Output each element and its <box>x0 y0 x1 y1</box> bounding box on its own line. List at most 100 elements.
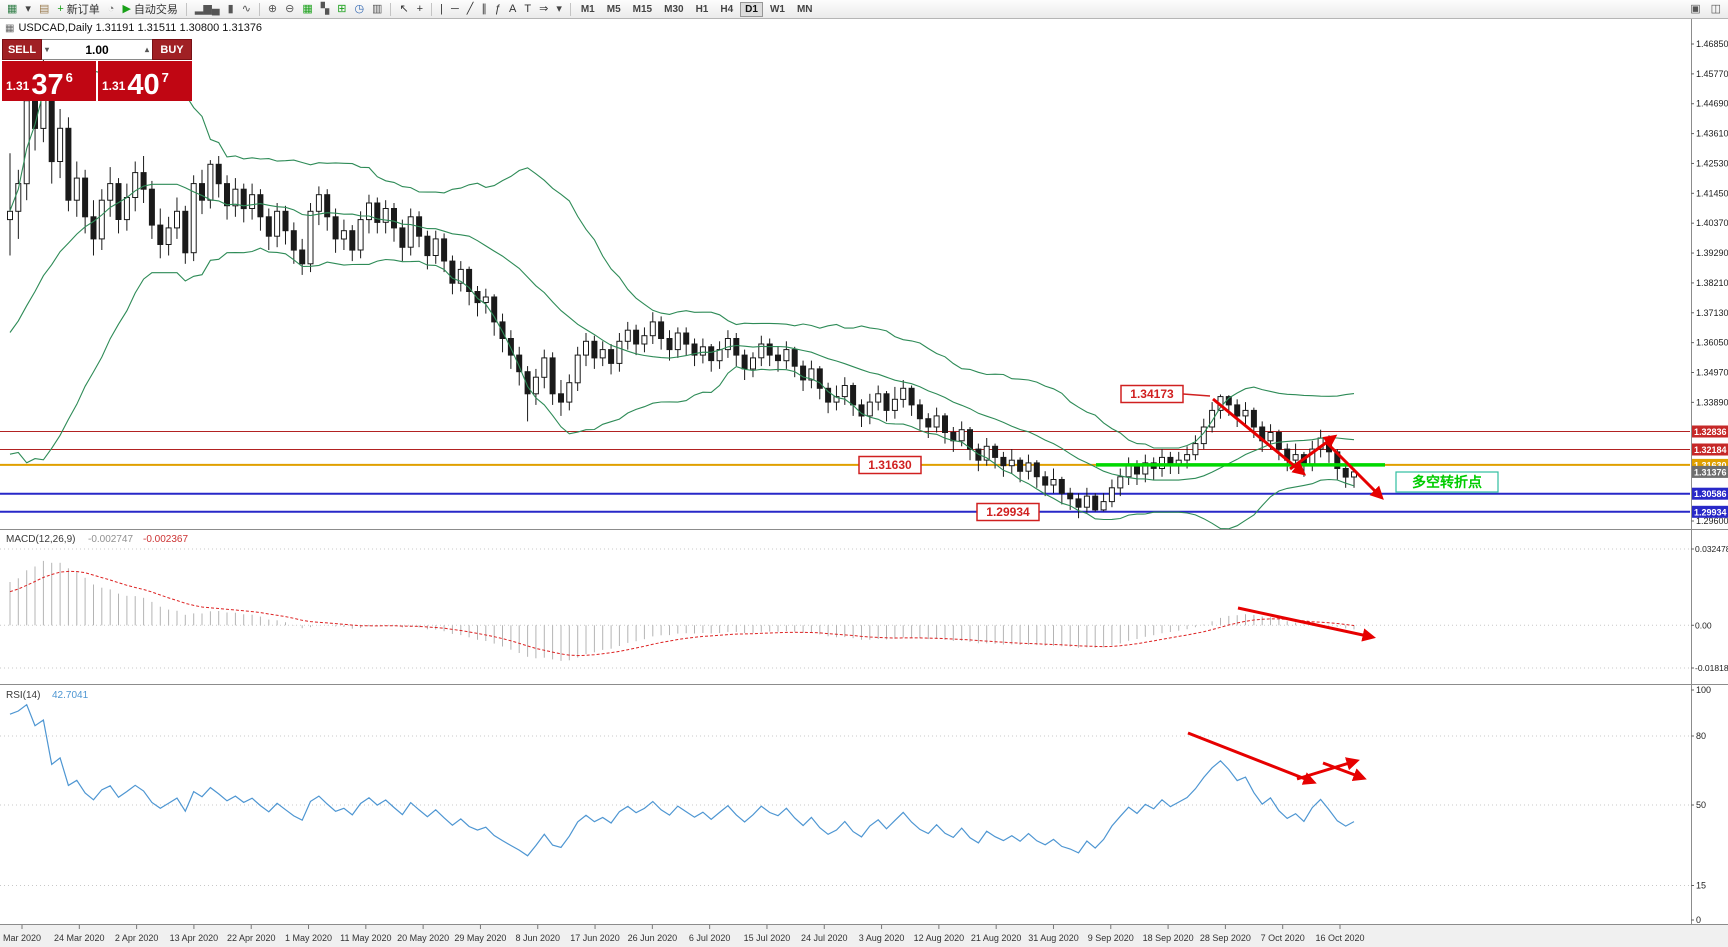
level-lines <box>0 431 1690 513</box>
peak-connector-line[interactable] <box>1182 393 1211 397</box>
cursor-tool[interactable]: ↖ <box>395 0 412 18</box>
sell-price[interactable]: 1.31 37 6 <box>2 61 96 101</box>
toolbar-separator <box>569 2 571 16</box>
channel-tool[interactable]: ∥ <box>477 0 491 18</box>
crosshair-tool[interactable]: + <box>413 0 427 18</box>
time-axis-label: 28 Sep 2020 <box>1200 933 1251 943</box>
time-axis-label: 13 Apr 2020 <box>170 933 219 943</box>
label-tool[interactable]: T <box>520 0 535 18</box>
sell-button[interactable]: SELL <box>2 39 42 60</box>
buy-button[interactable]: BUY <box>152 39 192 60</box>
time-axis-label: 7 Oct 2020 <box>1261 933 1305 943</box>
candles-chart-button[interactable]: ▮ <box>224 0 238 18</box>
timeframe-m1[interactable]: M1 <box>580 3 595 15</box>
time-axis-label: 3 Aug 2020 <box>859 933 905 943</box>
price-axis: 1.46850 1.45770 1.44690 1.43610 1.42530 1.414… <box>1691 39 1728 526</box>
annotation-price-box[interactable] <box>1120 384 1184 404</box>
fibonacci-tool[interactable]: ƒ <box>491 0 505 18</box>
price-axis-label: 1.40370 <box>1696 218 1728 228</box>
templates-button[interactable]: ▥ <box>368 0 386 18</box>
zoom-out-button[interactable]: ⊖ <box>281 0 298 18</box>
alerts-icon[interactable]: ◔ <box>104 0 119 18</box>
bars-chart-button[interactable]: ▂▆▄ <box>191 0 224 18</box>
trend-arrow-main-3[interactable] <box>1324 440 1384 500</box>
time-axis-label: 22 Apr 2020 <box>227 933 276 943</box>
line-chart-button[interactable]: ∿ <box>238 0 255 18</box>
zoom-in-button-icon: ⊕ <box>267 2 278 15</box>
price-tag-text: 1.29934 <box>1694 507 1727 517</box>
price-tag-1.29934 <box>1692 505 1728 518</box>
time-axis-label: 9 Sep 2020 <box>1088 933 1134 943</box>
time-axis-label: 29 May 2020 <box>454 933 506 943</box>
panel-toggle-icon-icon: ◫ <box>1710 2 1721 15</box>
trendline-tool[interactable]: ╱ <box>463 0 478 18</box>
price-axis-label: 1.38210 <box>1696 278 1728 288</box>
trend-arrow-rsi-2[interactable] <box>1296 757 1360 781</box>
zoom-in-button[interactable]: ⊕ <box>264 0 281 18</box>
chart-annotations: 1.34173 1.31630 1.29934 多空转折点 <box>858 384 1499 785</box>
volume-value[interactable]: 1.00 <box>85 42 109 57</box>
panel-toggle-icon[interactable]: ◫ <box>1707 0 1725 18</box>
periods-button-icon: ◷ <box>354 2 365 15</box>
trend-arrow-rsi-3[interactable] <box>1322 761 1367 782</box>
price-axis-label: 1.45770 <box>1696 69 1728 79</box>
auto-arrange-button[interactable]: ▚ <box>317 0 333 18</box>
timeframe-h4[interactable]: H4 <box>720 3 734 15</box>
autotrading-button[interactable]: ▶ 自动交易 <box>118 0 181 18</box>
arrows-objects-button[interactable]: ⇒ <box>535 0 552 18</box>
arrows-objects-button-icon: ⇒ <box>539 2 549 15</box>
auto-arrange-button-icon: ▚ <box>320 2 330 15</box>
text-tool[interactable]: A <box>505 0 520 18</box>
tile-windows-button-icon: ▦ <box>302 2 313 15</box>
pivot-label-box[interactable] <box>1395 471 1499 493</box>
timeframe-mn[interactable]: MN <box>796 3 813 15</box>
time-axis-label: 18 Sep 2020 <box>1143 933 1194 943</box>
time-axis-label: 1 May 2020 <box>285 933 332 943</box>
timeframe-m30[interactable]: M30 <box>664 3 684 15</box>
buy-price-pip: 7 <box>161 70 169 85</box>
rsi-value: 42.7041 <box>52 690 89 701</box>
new-chart-dropdown[interactable]: ▾ <box>21 0 35 18</box>
time-axis: Mar 2020 24 Mar 2020 2 Apr 2020 13 Apr 2020… <box>3 925 1365 943</box>
time-axis-label: 6 Jul 2020 <box>689 933 731 943</box>
buy-price-prefix: 1.31 <box>102 79 126 93</box>
vertical-line-tool[interactable]: | <box>436 0 447 18</box>
buy-price[interactable]: 1.31 40 7 <box>98 61 192 101</box>
timeframe-h1[interactable]: H1 <box>695 3 709 15</box>
new-order-button-icon: + <box>57 2 64 15</box>
timeframe-d1[interactable]: D1 <box>740 1 763 17</box>
periods-button[interactable]: ◷ <box>350 0 368 18</box>
volume-field[interactable]: ▾ 1.00 ▴ <box>42 39 152 60</box>
channel-tool-icon: ∥ <box>481 2 487 15</box>
chart-window-icon[interactable]: ▣ <box>1686 0 1704 18</box>
indicators-button[interactable]: ⊞ <box>333 0 350 18</box>
time-axis-label: 16 Oct 2020 <box>1315 933 1364 943</box>
timeframe-w1[interactable]: W1 <box>769 3 785 15</box>
time-axis-label: 21 Aug 2020 <box>971 933 1022 943</box>
price-axis-label: 1.43610 <box>1696 129 1728 139</box>
label-tool-icon: T <box>524 2 532 15</box>
fibonacci-tool-icon: ƒ <box>494 2 502 15</box>
toolbar: ▦ ▾ ▤ + 新订单 ◔ ▶ 自动交易 ▂▆▄ ▮ ∿ ⊕ ⊖ ▦ ▚ ⊞ ◷ ▥ ↖ + | ─ ╱ ∥ ƒ A T ⇒ ▾ M1 M5… <box>0 0 1728 19</box>
volume-decrease-icon[interactable]: ▾ <box>45 44 50 54</box>
timeframe-m15[interactable]: M15 <box>632 3 653 15</box>
horizontal-line-tool[interactable]: ─ <box>447 0 463 18</box>
time-axis-label: 26 Jun 2020 <box>628 933 678 943</box>
tile-windows-button[interactable]: ▦ <box>298 0 316 18</box>
annotation-price-box[interactable] <box>858 455 922 475</box>
new-order-button[interactable]: + 新订单 <box>53 0 103 18</box>
profiles-button[interactable]: ▤ <box>35 0 53 18</box>
price-axis-label: 1.44690 <box>1696 99 1728 109</box>
annotation-price-box[interactable] <box>976 502 1040 522</box>
trend-arrow-rsi-1[interactable] <box>1187 731 1317 785</box>
trend-arrow-macd-1[interactable] <box>1237 606 1376 642</box>
objects-dropdown[interactable]: ▾ <box>552 0 566 18</box>
bb-middle <box>9 183 1355 481</box>
trend-arrow-main-1[interactable] <box>1212 397 1307 476</box>
volume-increase-icon[interactable]: ▴ <box>144 44 149 54</box>
new-chart-button[interactable]: ▦ <box>3 0 21 18</box>
price-axis-label: 1.37130 <box>1696 308 1728 318</box>
zoom-out-button-icon: ⊖ <box>285 2 295 15</box>
timeframe-m5[interactable]: M5 <box>606 3 621 15</box>
